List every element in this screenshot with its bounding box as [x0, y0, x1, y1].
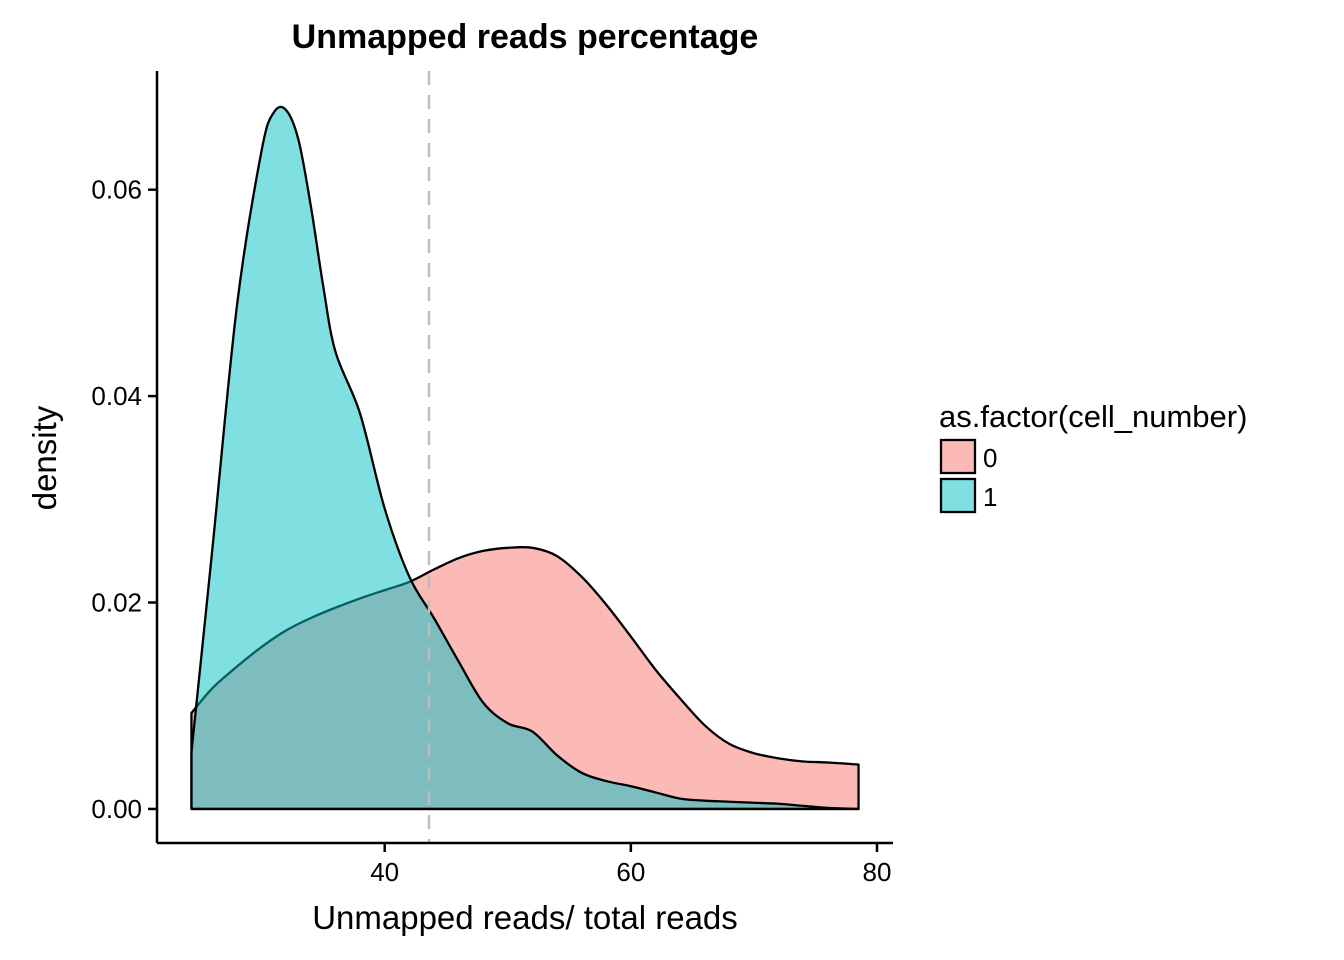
density-area-series-1 [190, 105, 860, 811]
x-tick-label: 60 [616, 857, 645, 887]
legend: as.factor(cell_number) 01 [939, 399, 1247, 514]
density-areas [190, 105, 860, 811]
y-tick-label: 0.02 [91, 588, 142, 618]
legend-label-1: 1 [983, 482, 997, 512]
legend-label-0: 0 [983, 443, 997, 473]
legend-key-0 [939, 438, 977, 475]
y-axis-title: density [26, 405, 63, 510]
legend-items: 01 [939, 438, 997, 514]
y-tick-label: 0.06 [91, 175, 142, 205]
x-tick-label: 80 [863, 857, 892, 887]
y-tick-label: 0.00 [91, 794, 142, 824]
y-tick-label: 0.04 [91, 381, 142, 411]
legend-key-1 [939, 477, 977, 514]
chart-title: Unmapped reads percentage [292, 18, 759, 56]
x-axis-ticks: 40 60 80 [370, 843, 891, 887]
y-axis-ticks: 0.00 0.02 0.04 0.06 [91, 175, 157, 824]
x-axis-title: Unmapped reads/ total reads [312, 899, 738, 936]
legend-title: as.factor(cell_number) [939, 399, 1247, 434]
x-tick-label: 40 [370, 857, 399, 887]
